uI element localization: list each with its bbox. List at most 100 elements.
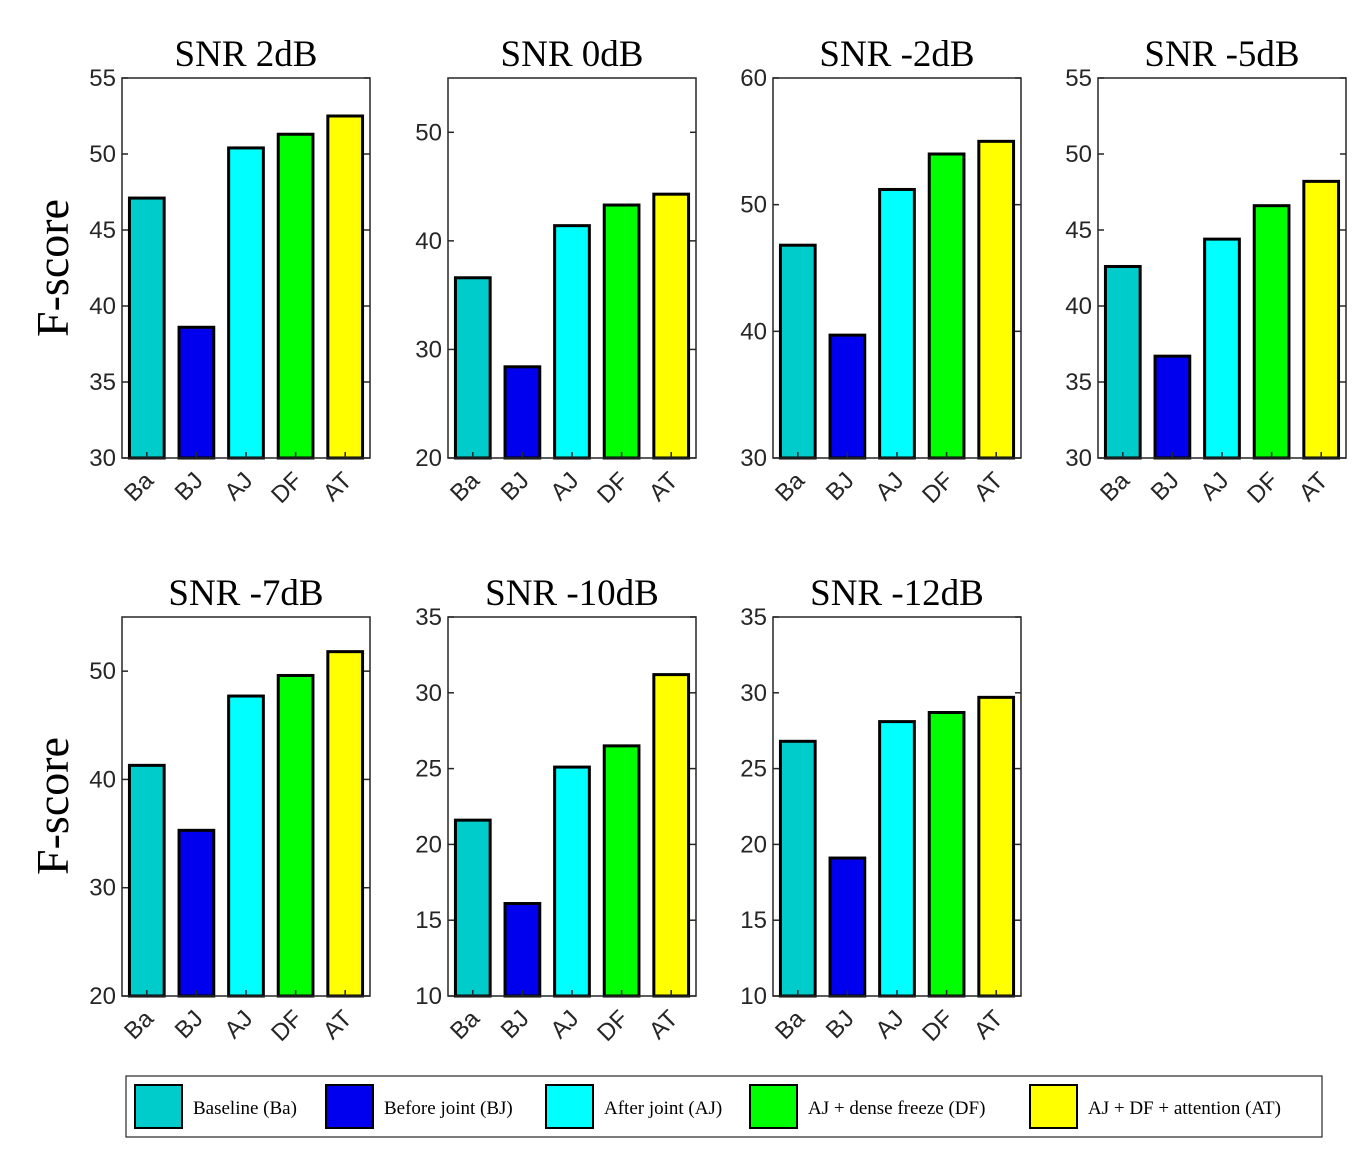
xtick-label: BJ — [496, 467, 535, 506]
ytick-label: 40 — [89, 766, 116, 793]
y-axis-labels: F-score F-score — [27, 199, 78, 875]
legend-label: After joint (AJ) — [604, 1098, 722, 1119]
legend-item: After joint (AJ) — [545, 1084, 722, 1129]
xtick-label: BJ — [821, 467, 860, 506]
ytick-label: 25 — [415, 756, 442, 783]
xtick-label: AT — [1294, 467, 1334, 507]
bar-aj — [878, 187, 916, 460]
bar-bj — [828, 333, 867, 460]
ytick-label: 25 — [740, 756, 767, 783]
bar-at — [326, 650, 365, 998]
bar-ba — [453, 818, 492, 998]
legend-label: AJ + DF + attention (AT) — [1088, 1098, 1281, 1119]
ytick-label: 10 — [740, 983, 767, 1010]
panel-title: SNR -5dB — [1144, 34, 1299, 75]
xtick-label: Ba — [770, 1005, 810, 1045]
bar-at — [1302, 179, 1341, 460]
ytick-label: 30 — [415, 680, 442, 707]
bar-df — [927, 711, 966, 998]
xtick-label: AT — [318, 1005, 358, 1045]
bar-ba — [778, 243, 817, 460]
bar-at — [652, 192, 691, 460]
xtick-label: DF — [917, 1005, 959, 1047]
xtick-label: Ba — [119, 467, 159, 507]
ytick-label: 35 — [1065, 369, 1092, 396]
ylabel-top: F-score — [27, 199, 78, 337]
ytick-label: 50 — [1065, 141, 1092, 168]
legend-swatch — [545, 1084, 594, 1129]
xtick-label: AT — [969, 1005, 1009, 1045]
panel-title: SNR -12dB — [810, 573, 984, 614]
bar-ba — [127, 196, 166, 460]
bar-at — [977, 695, 1016, 998]
legend: Baseline (Ba) Before joint (BJ) After join… — [125, 1075, 1323, 1138]
ytick-label: 20 — [740, 831, 767, 858]
bar-bj — [1153, 354, 1192, 460]
xtick-label: AJ — [1195, 467, 1234, 506]
ytick-label: 55 — [89, 65, 116, 92]
ytick-label: 30 — [89, 875, 116, 902]
xtick-label: Ba — [770, 467, 810, 507]
legend-item: AJ + dense freeze (DF) — [749, 1084, 985, 1129]
xtick-label: DF — [592, 1005, 634, 1047]
xtick-label: AJ — [219, 467, 258, 506]
bar-bj — [828, 856, 867, 998]
xtick-label: AJ — [545, 1005, 584, 1044]
panel-title: SNR -7dB — [168, 573, 323, 614]
xtick-label: AT — [644, 467, 684, 507]
bar-aj — [553, 765, 591, 998]
legend-label: Baseline (Ba) — [193, 1098, 297, 1119]
panel-4: SNR -5dB 30 35 40 45 50 55 Ba BJ AJ DF AT — [1065, 34, 1347, 509]
panel-6: SNR -10dB 10 15 20 25 30 35 Ba BJ AJ DF AT — [415, 573, 697, 1047]
bar-bj — [503, 902, 542, 998]
bar-aj — [227, 146, 265, 460]
xtick-label: BJ — [170, 467, 209, 506]
xtick-label: Ba — [1095, 467, 1135, 507]
ytick-label: 45 — [89, 217, 116, 244]
bar-aj — [553, 224, 591, 460]
panel-title: SNR -10dB — [485, 573, 659, 614]
bar-df — [602, 744, 641, 998]
ytick-label: 40 — [740, 318, 767, 345]
xtick-label: AJ — [219, 1005, 258, 1044]
bar-bj — [177, 325, 216, 460]
ytick-label: 50 — [89, 141, 116, 168]
bar-at — [977, 139, 1016, 460]
ytick-label: 20 — [415, 445, 442, 472]
panel-5: SNR -7dB 20 30 40 50 Ba BJ AJ DF AT — [89, 573, 371, 1047]
xtick-label: AT — [969, 467, 1009, 507]
ytick-label: 55 — [1065, 65, 1092, 92]
bar-ba — [453, 276, 492, 460]
panel-2: SNR 0dB 20 30 40 50 Ba BJ AJ DF AT — [415, 34, 697, 509]
ytick-label: 45 — [1065, 217, 1092, 244]
legend-item: Baseline (Ba) — [134, 1084, 297, 1129]
ytick-label: 40 — [415, 228, 442, 255]
xtick-label: BJ — [821, 1005, 860, 1044]
xtick-label: Ba — [445, 467, 485, 507]
legend-swatch — [1029, 1084, 1078, 1129]
ytick-label: 30 — [1065, 445, 1092, 472]
panel-7: SNR -12dB 10 15 20 25 30 35 Ba BJ AJ DF AT — [740, 573, 1022, 1047]
ytick-label: 50 — [740, 192, 767, 219]
xtick-label: AT — [318, 467, 358, 507]
bar-df — [927, 152, 966, 460]
bar-df — [276, 132, 315, 460]
legend-swatch — [134, 1084, 183, 1129]
legend-label: AJ + dense freeze (DF) — [808, 1098, 985, 1119]
xtick-label: AJ — [870, 467, 909, 506]
panel-3: SNR -2dB 30 40 50 60 Ba BJ AJ DF AT — [740, 34, 1022, 509]
ytick-label: 20 — [415, 831, 442, 858]
bar-df — [602, 203, 641, 460]
bar-df — [276, 673, 315, 998]
ytick-label: 30 — [740, 680, 767, 707]
bar-ba — [778, 739, 817, 998]
bar-ba — [1103, 264, 1142, 460]
legend-item: AJ + DF + attention (AT) — [1029, 1084, 1281, 1129]
ytick-label: 50 — [415, 119, 442, 146]
xtick-label: BJ — [170, 1005, 209, 1044]
legend-item: Before joint (BJ) — [325, 1084, 513, 1129]
bar-aj — [878, 720, 916, 998]
ytick-label: 40 — [89, 293, 116, 320]
panel-title: SNR 0dB — [501, 34, 644, 75]
